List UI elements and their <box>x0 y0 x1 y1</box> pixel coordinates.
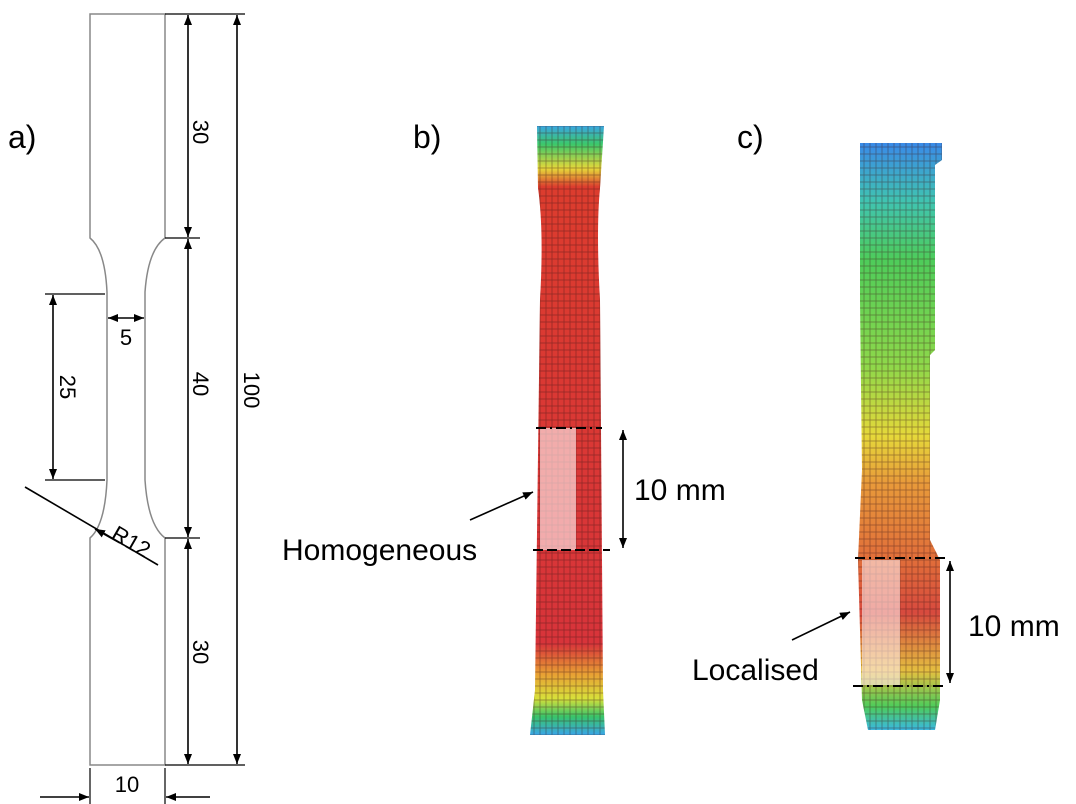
dimension-label: 100 <box>239 372 264 409</box>
annotation: Homogeneous <box>282 534 477 567</box>
dimension-label: 30 <box>188 640 213 664</box>
dimension-label: 5 <box>120 325 132 350</box>
panel-label: c) <box>737 119 764 155</box>
figure: a) 30 40 30 100 25 5 10 R12 b) 10 mm Hom… <box>0 0 1076 804</box>
gauge-highlight <box>862 560 900 685</box>
panel-label: b) <box>413 119 441 155</box>
pointer-arrow <box>792 612 850 640</box>
dimension-label: 25 <box>55 375 80 399</box>
dimension-label: R12 <box>108 521 155 563</box>
annotation: Localised <box>692 654 819 687</box>
dimension-label: 30 <box>188 120 213 144</box>
gauge-length-label: 10 mm <box>968 610 1060 643</box>
dimension-label: 10 <box>115 772 139 797</box>
pointer-arrow <box>470 492 533 520</box>
panel-label: a) <box>8 119 36 155</box>
gauge-length-label: 10 mm <box>634 474 726 507</box>
dimension-label: 40 <box>188 372 213 396</box>
gauge-highlight <box>540 428 576 550</box>
specimen-outline <box>90 14 165 765</box>
